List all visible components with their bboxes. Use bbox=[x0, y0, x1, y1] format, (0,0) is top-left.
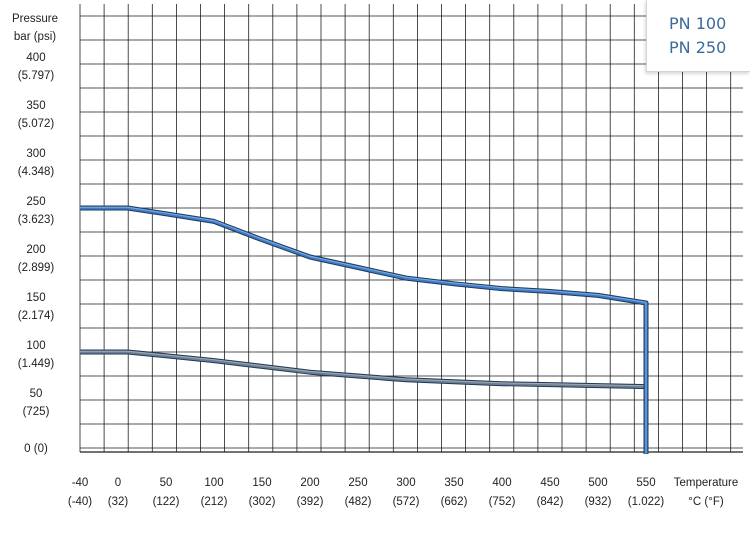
x-tick-label-3: 100 bbox=[204, 477, 223, 489]
x-tick-sublabel-8: (662) bbox=[441, 496, 468, 508]
x-tick-label-8: 350 bbox=[444, 477, 463, 489]
x-tick-label-2: 50 bbox=[160, 477, 173, 489]
x-tick-label-0: -40 bbox=[72, 477, 89, 489]
y-tick-sublabel-5: (3.623) bbox=[18, 214, 55, 226]
x-tick-sublabel-2: (122) bbox=[153, 496, 180, 508]
y-tick-sublabel-4: (2.899) bbox=[18, 262, 55, 274]
y-axis-title-line2: bar (psi) bbox=[14, 31, 56, 43]
y-tick-sublabel-6: (4.348) bbox=[18, 166, 55, 178]
x-tick-sublabel-4: (302) bbox=[249, 496, 276, 508]
chart-series bbox=[80, 205, 649, 454]
x-tick-label-5: 200 bbox=[300, 477, 319, 489]
series-outline-pn100 bbox=[80, 349, 649, 454]
x-tick-label-11: 500 bbox=[588, 477, 607, 489]
x-tick-label-12: 550 bbox=[636, 477, 655, 489]
y-tick-label-1: 50 bbox=[30, 388, 43, 400]
y-tick-sublabel-8: (5.797) bbox=[18, 70, 55, 82]
series-outline-pn250 bbox=[80, 205, 649, 454]
x-axis-title-line1: Temperature bbox=[674, 477, 739, 489]
series-line-pn100 bbox=[80, 350, 648, 454]
y-tick-label-5: 250 bbox=[26, 196, 45, 208]
x-tick-label-7: 300 bbox=[396, 477, 415, 489]
x-tick-label-10: 450 bbox=[540, 477, 559, 489]
legend-entry-pn250: PN 250 bbox=[669, 38, 727, 57]
series-highlight-pn250 bbox=[80, 206, 647, 454]
y-tick-label-7: 350 bbox=[26, 100, 45, 112]
y-tick-label-8: 400 bbox=[26, 52, 45, 64]
x-tick-sublabel-9: (752) bbox=[489, 496, 516, 508]
y-tick-sublabel-1: (725) bbox=[23, 406, 50, 418]
x-tick-sublabel-11: (932) bbox=[585, 496, 612, 508]
x-tick-label-9: 400 bbox=[492, 477, 511, 489]
y-tick-sublabel-7: (5.072) bbox=[18, 118, 55, 130]
chart-labels: Pressure bar (psi) Temperature °C (°F) 0… bbox=[12, 13, 738, 508]
x-tick-label-1: 0 bbox=[115, 477, 121, 489]
y-tick-label-4: 200 bbox=[26, 244, 45, 256]
x-tick-sublabel-1: (32) bbox=[108, 496, 129, 508]
y-tick-label-3: 150 bbox=[26, 292, 45, 304]
legend-entry-pn100: PN 100 bbox=[669, 14, 727, 33]
x-tick-sublabel-3: (212) bbox=[201, 496, 228, 508]
y-tick-label-6: 300 bbox=[26, 148, 45, 160]
x-axis-title-line2: °C (°F) bbox=[688, 496, 724, 508]
series-highlight-pn100 bbox=[80, 350, 647, 454]
y-tick-sublabel-2: (1.449) bbox=[18, 358, 55, 370]
x-tick-sublabel-10: (842) bbox=[537, 496, 564, 508]
x-tick-sublabel-5: (392) bbox=[297, 496, 324, 508]
chart-legend: PN 100 PN 250 bbox=[646, 0, 750, 72]
x-tick-label-4: 150 bbox=[252, 477, 271, 489]
y-tick-label-2: 100 bbox=[26, 340, 45, 352]
x-tick-sublabel-0: (-40) bbox=[68, 496, 92, 508]
y-tick-sublabel-3: (2.174) bbox=[18, 310, 55, 322]
y-tick-label-0: 0 (0) bbox=[24, 443, 48, 455]
y-axis-title-line1: Pressure bbox=[12, 13, 58, 25]
x-tick-sublabel-6: (482) bbox=[345, 496, 372, 508]
x-tick-sublabel-7: (572) bbox=[393, 496, 420, 508]
x-tick-label-6: 250 bbox=[348, 477, 367, 489]
x-tick-sublabel-12: (1.022) bbox=[628, 496, 665, 508]
series-line-pn250 bbox=[80, 206, 648, 454]
